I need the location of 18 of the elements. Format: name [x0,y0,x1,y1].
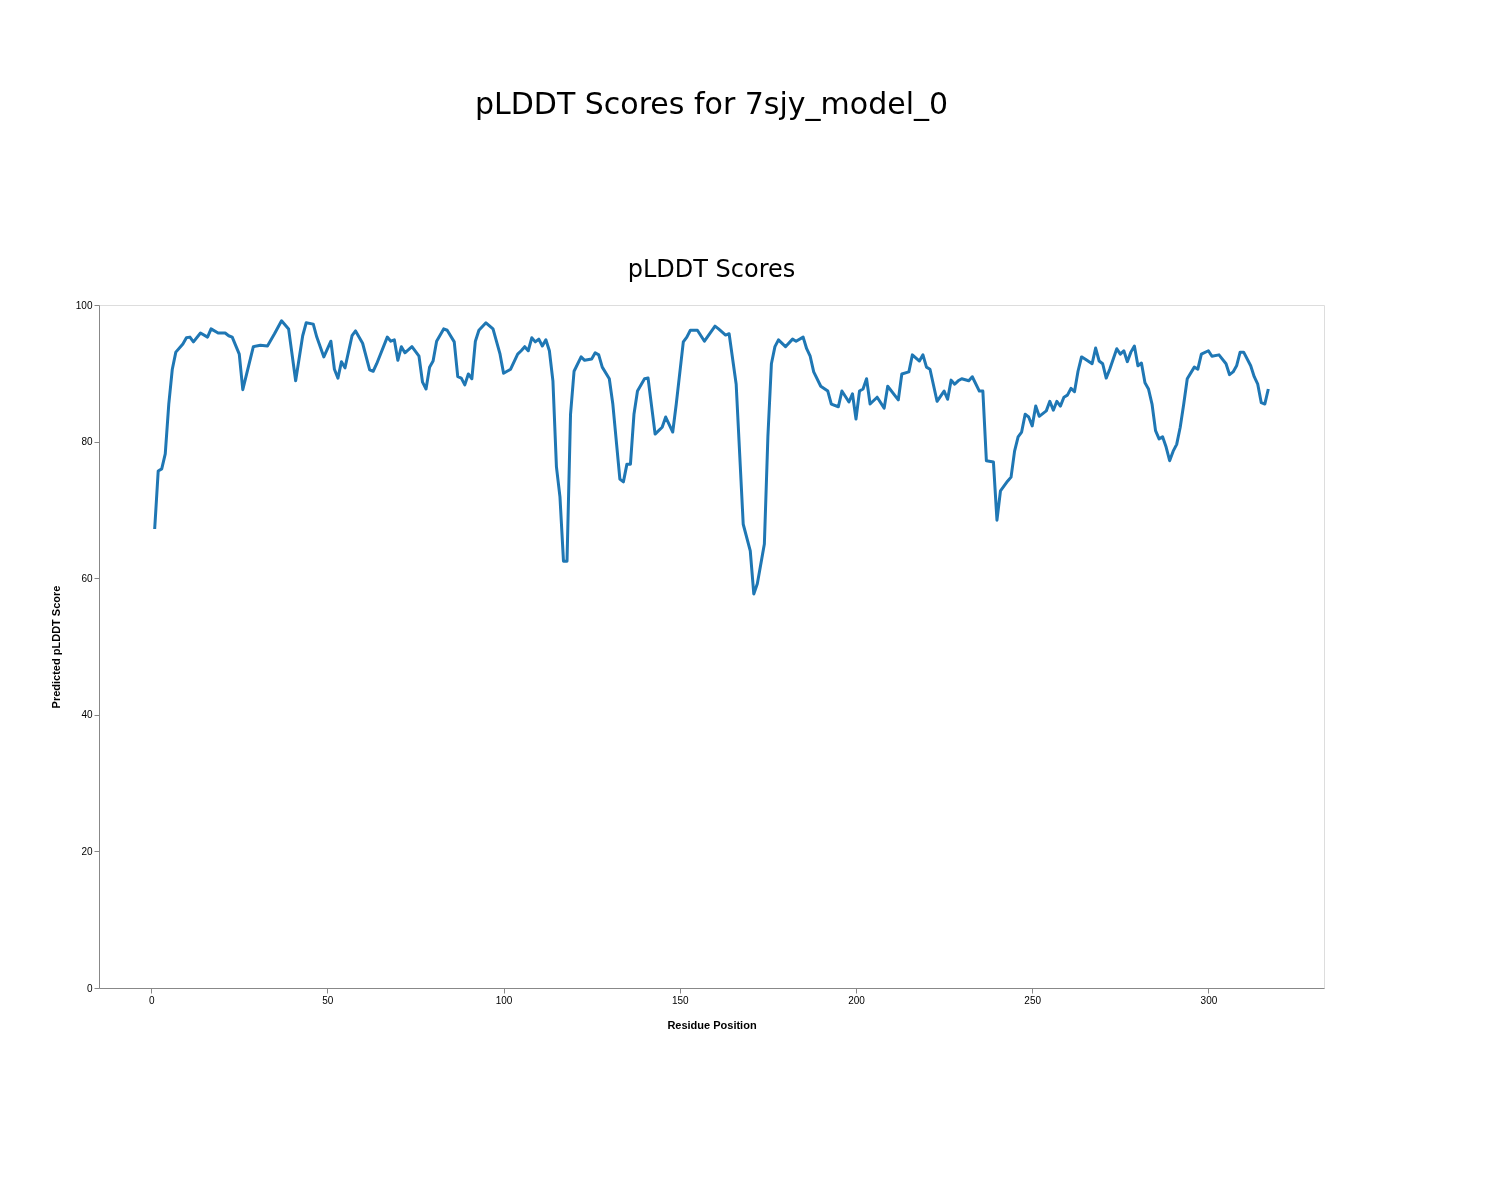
y-tick-label: 60 [81,572,93,584]
x-tick-label: 100 [495,994,513,1006]
y-tick-label: 100 [75,299,93,311]
y-tick-label: 20 [81,845,93,857]
chart-subtitle: pLDDT Scores [627,255,796,283]
line-series [153,319,1270,596]
x-tick-label: 250 [1024,994,1042,1006]
y-tick-label: 80 [81,436,93,448]
chart-title: pLDDT Scores for 7sjy_model_0 [474,86,949,121]
x-tick-label: 200 [848,994,866,1006]
x-axis-title: Residue Position [667,1018,757,1031]
x-tick-label: 50 [322,994,334,1006]
y-tick-label: 40 [81,709,93,721]
x-tick-label: 0 [148,994,155,1006]
x-tick-label: 300 [1200,994,1218,1006]
x-tick-label: 150 [671,994,690,1006]
y-tick-label: 0 [86,982,93,994]
y-axis-title: Predicted pLDDT Score [49,585,62,709]
